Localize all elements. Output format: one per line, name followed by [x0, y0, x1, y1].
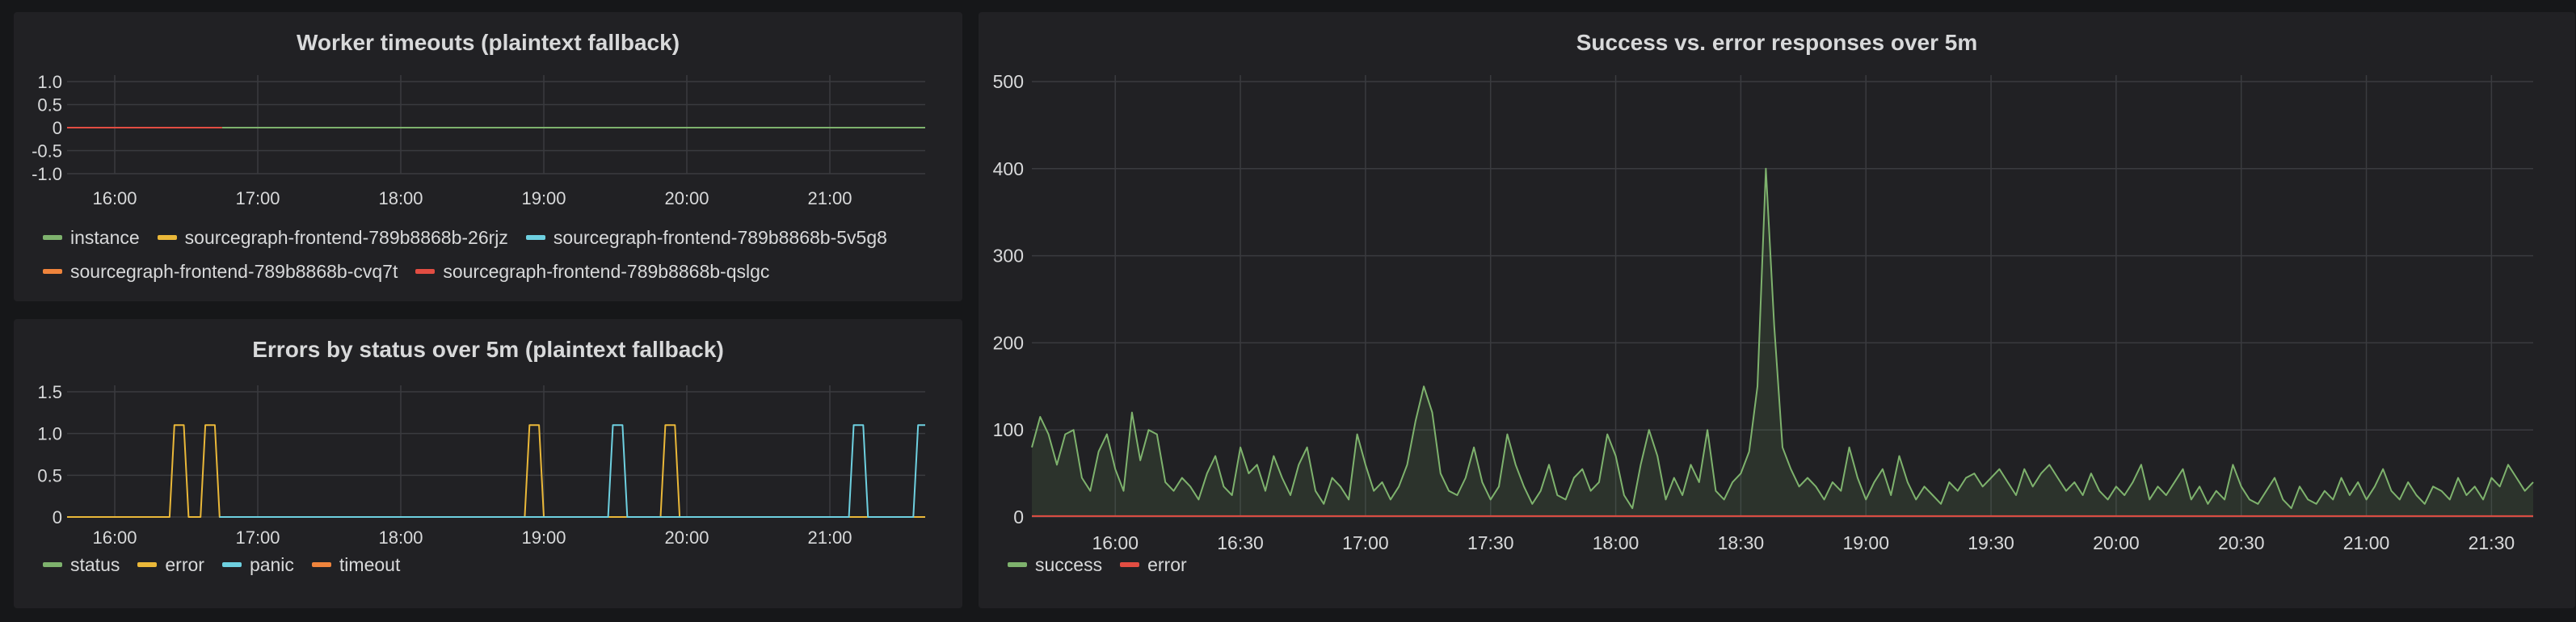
- legend: status error panic timeout: [43, 548, 956, 582]
- chart-worker-timeouts: 1.0 0.50 -0.5-1.0 16:00 17:00 18:00 19:00 20:00…: [32, 72, 925, 208]
- y-tick-label: -1.0: [32, 164, 62, 184]
- y-tick-label: 0.5: [37, 465, 62, 485]
- y-tick-label: -0.5: [32, 141, 62, 162]
- y-tick-label: 0.5: [37, 95, 62, 116]
- legend-swatch: [43, 235, 62, 240]
- panel-title: Success vs. error responses over 5m: [1576, 30, 1978, 55]
- legend-swatch: [43, 562, 62, 567]
- legend-item-sourcegraph-frontend-789b8868b-cvq7t[interactable]: sourcegraph-frontend-789b8868b-cvq7t: [43, 254, 398, 288]
- legend-swatch: [311, 562, 331, 567]
- x-tick-label: 19:00: [521, 527, 566, 548]
- legend-label: sourcegraph-frontend-789b8868b-5v5g8: [553, 226, 887, 248]
- x-tick-label: 16:00: [1092, 532, 1139, 553]
- x-tick-label: 18:30: [1718, 532, 1765, 553]
- y-tick-label: 0: [53, 118, 62, 138]
- y-tick-label: 0: [1013, 506, 1024, 527]
- x-tick-label: 16:00: [92, 527, 137, 548]
- y-tick-label: 1.5: [37, 382, 62, 402]
- legend-swatch: [525, 235, 545, 240]
- legend-item-sourcegraph-frontend-789b8868b-5v5g8[interactable]: sourcegraph-frontend-789b8868b-5v5g8: [525, 221, 887, 254]
- legend-label: error: [165, 553, 204, 575]
- x-tick-label: 17:00: [235, 188, 280, 208]
- legend-item-error[interactable]: error: [137, 548, 204, 582]
- y-tick-label: 400: [993, 158, 1024, 179]
- panel-success-vs-error: Success vs. error responses over 5m 500 4…: [979, 12, 2575, 608]
- x-tick-label: 19:00: [521, 188, 566, 208]
- legend-label: sourcegraph-frontend-789b8868b-cvq7t: [70, 260, 398, 282]
- legend-swatch: [1120, 562, 1140, 567]
- panel-title: Worker timeouts (plaintext fallback): [296, 30, 680, 55]
- legend-swatch: [137, 562, 158, 567]
- x-tick-label: 20:30: [2218, 532, 2265, 553]
- y-tick-label: 0: [53, 507, 62, 527]
- legend-item-error[interactable]: error: [1120, 548, 1187, 582]
- legend-label: panic: [249, 553, 294, 575]
- x-tick-label: 18:00: [1593, 532, 1639, 553]
- legend-item-timeout[interactable]: timeout: [311, 548, 401, 582]
- y-tick-label: 1.0: [37, 424, 62, 444]
- x-tick-label: 21:30: [2469, 532, 2515, 553]
- legend-swatch: [415, 269, 436, 274]
- chart-errors-by-status: 1.5 1.0 0.5 0 16:00 17:00 18:00 19:00 20:00 21:00: [37, 382, 925, 548]
- series-area-success: [1032, 168, 2533, 518]
- x-tick-label: 18:00: [378, 527, 423, 548]
- legend-swatch: [43, 269, 62, 274]
- y-tick-label: 100: [993, 419, 1024, 440]
- x-tick-label: 19:30: [1968, 532, 2014, 553]
- legend-item-panic[interactable]: panic: [221, 548, 294, 582]
- y-tick-label: 200: [993, 332, 1024, 353]
- y-tick-label: 300: [993, 246, 1024, 267]
- y-tick-label: 500: [993, 71, 1024, 92]
- legend-swatch: [157, 235, 177, 240]
- x-tick-label: 18:00: [378, 188, 423, 208]
- legend-swatch: [221, 562, 242, 567]
- x-tick-label: 16:30: [1217, 532, 1264, 553]
- legend-label: instance: [70, 226, 140, 248]
- legend-label: sourcegraph-frontend-789b8868b-26rjz: [184, 226, 508, 248]
- x-tick-label: 20:00: [664, 188, 709, 208]
- legend-label: status: [70, 553, 120, 575]
- x-tick-label: 19:00: [1842, 532, 1889, 553]
- chart-success-vs-error: 500 400 300 200 100 0 16:00 16:30 17:00 17:30 18:0…: [993, 71, 2534, 553]
- panel-worker-timeouts: Worker timeouts (plaintext fallback) 1.0…: [14, 12, 962, 301]
- y-tick-label: 1.0: [37, 72, 62, 92]
- legend-label: timeout: [339, 553, 401, 575]
- x-tick-label: 21:00: [807, 188, 852, 208]
- x-tick-label: 20:00: [664, 527, 709, 548]
- x-tick-label: 17:00: [1342, 532, 1389, 553]
- legend-swatch: [1008, 562, 1027, 567]
- legend-item-status[interactable]: status: [43, 548, 120, 582]
- series-line-panic: [219, 424, 925, 518]
- x-tick-label: 21:00: [807, 527, 852, 548]
- legend-item-success[interactable]: success: [1008, 548, 1102, 582]
- series-line-error: [67, 424, 925, 518]
- legend-item-sourcegraph-frontend-789b8868b-26rjz[interactable]: sourcegraph-frontend-789b8868b-26rjz: [157, 221, 508, 254]
- legend-label: sourcegraph-frontend-789b8868b-qslgc: [443, 260, 770, 282]
- x-tick-label: 17:00: [235, 527, 280, 548]
- legend-label: success: [1035, 553, 1103, 575]
- x-tick-label: 16:00: [92, 188, 137, 208]
- x-tick-label: 17:30: [1467, 532, 1514, 553]
- legend-item-instance[interactable]: instance: [43, 221, 140, 254]
- legend-label: error: [1147, 553, 1187, 575]
- panel-title: Errors by status over 5m (plaintext fall…: [252, 337, 724, 362]
- legend: success error: [1008, 548, 2543, 582]
- x-tick-label: 21:00: [2343, 532, 2390, 553]
- panel-errors-by-status: Errors by status over 5m (plaintext fall…: [14, 319, 962, 608]
- legend: instance sourcegraph-frontend-789b8868b-2…: [43, 221, 956, 288]
- legend-item-sourcegraph-frontend-789b8868b-qslgc[interactable]: sourcegraph-frontend-789b8868b-qslgc: [415, 254, 769, 288]
- series-line-success: [1031, 167, 2534, 510]
- x-tick-label: 20:00: [2093, 532, 2140, 553]
